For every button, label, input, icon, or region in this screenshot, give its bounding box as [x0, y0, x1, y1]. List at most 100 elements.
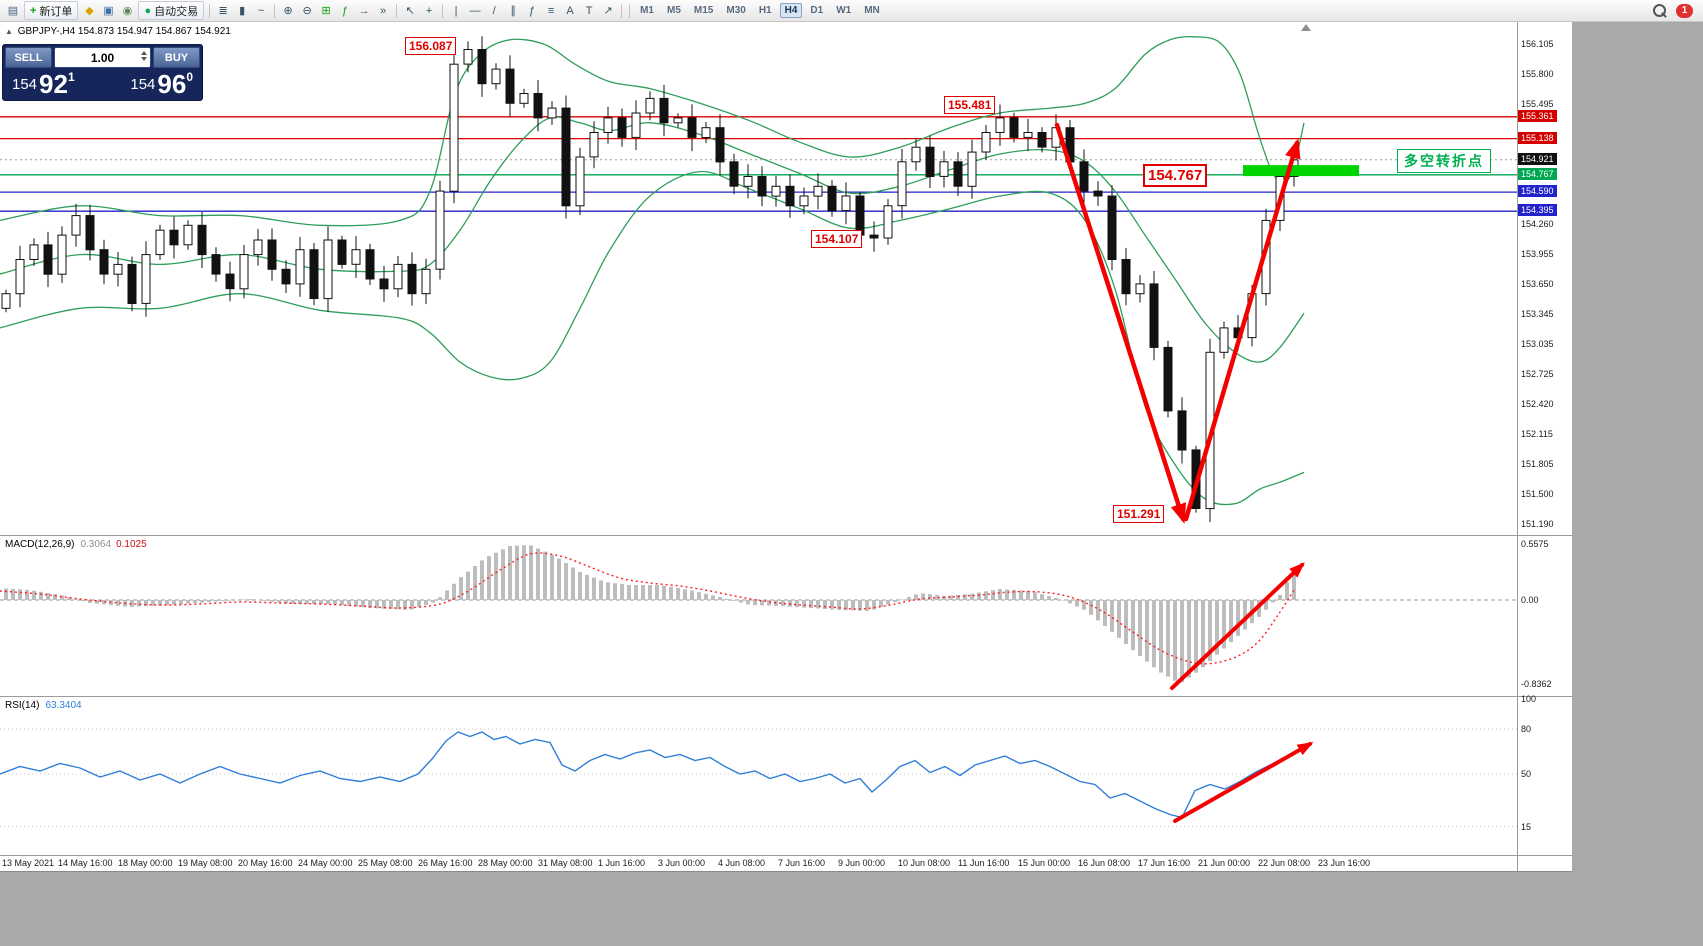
price-scale-tick: 153.955 [1521, 249, 1554, 259]
price-label-annotation[interactable]: 154.767 [1143, 164, 1208, 187]
timeframe-w1[interactable]: W1 [836, 5, 852, 16]
text-icon[interactable]: A [566, 4, 574, 17]
bollinger-middle [0, 116, 1305, 363]
price-label-annotation[interactable]: 151.291 [1113, 505, 1165, 523]
crosshair-icon[interactable]: + [425, 4, 433, 17]
time-axis-label: 14 May 16:00 [58, 858, 113, 868]
rsi-scale-tick: 100 [1521, 694, 1537, 704]
arrows-icon[interactable]: ↗ [603, 5, 613, 17]
pane-splitter[interactable] [0, 535, 1572, 536]
timeframe-m1[interactable]: M1 [640, 5, 654, 16]
cursor-icon[interactable]: ↖ [405, 5, 415, 17]
chart-shift-icon[interactable]: » [380, 4, 387, 17]
ask-price: 154 96 0 [130, 69, 193, 99]
top-toolbar: ▤ + 新订单 ◆ ▣ ◉ ● 自动交易 ≣ ▮ ~ ⊕ ⊖ ⊞ ƒ → » ↖ + | — / ∥ ƒ ≡ A T ↗ M1 M5 M15… [0, 0, 1703, 22]
timeframe-m30[interactable]: M30 [726, 5, 746, 16]
price-scale-tick: 151.805 [1521, 459, 1554, 469]
zoom-in-icon[interactable]: ⊕ [283, 5, 293, 17]
timeframe-m15[interactable]: M15 [693, 5, 714, 16]
new-order-button-icon: + [30, 4, 37, 17]
chart-shift-marker-icon [1301, 24, 1311, 31]
time-axis-line [0, 855, 1572, 856]
chart-symbol-period: GBPJPY-,H4 [17, 26, 76, 37]
label-icon[interactable]: T [585, 4, 593, 17]
volume-input[interactable]: 1.00 [54, 47, 151, 68]
chart-bottom-edge [0, 871, 1572, 872]
annotation-note[interactable]: 多空转折点 [1397, 149, 1491, 173]
macd-trend-arrow[interactable] [1170, 562, 1305, 690]
time-axis-label: 7 Jun 16:00 [778, 858, 826, 868]
time-axis-label: 15 Jun 00:00 [1018, 858, 1071, 868]
price-scale-tick: 154.395 [1518, 204, 1557, 216]
macd-signal-line [0, 552, 1295, 665]
line-chart-icon[interactable]: ~ [257, 4, 265, 17]
macd-pane[interactable] [0, 536, 1517, 697]
rsi-scale-tick: 15 [1521, 822, 1532, 832]
time-axis-label: 25 May 08:00 [358, 858, 413, 868]
timeframe-m5[interactable]: M5 [667, 5, 681, 16]
rsi-trend-arrow[interactable] [1173, 742, 1314, 823]
time-axis-label: 1 Jun 16:00 [598, 858, 646, 868]
timeframe-d1[interactable]: D1 [810, 5, 824, 16]
timeframe-h1[interactable]: H1 [758, 5, 772, 16]
horizontal-line-icon[interactable]: — [469, 4, 481, 17]
price-label-annotation[interactable]: 155.481 [944, 96, 996, 114]
time-axis-label: 20 May 16:00 [238, 858, 293, 868]
time-axis-label: 24 May 00:00 [298, 858, 353, 868]
notification-badge[interactable]: 1 [1676, 3, 1693, 18]
trend-arrow-up[interactable] [1183, 138, 1301, 522]
candlestick-chart-icon[interactable]: ▮ [239, 5, 246, 17]
macd-scale-tick: 0.00 [1521, 595, 1539, 605]
trendline-icon[interactable]: / [492, 4, 496, 17]
bollinger-upper [0, 35, 1305, 227]
sell-button[interactable]: SELL [5, 47, 52, 68]
buy-button[interactable]: BUY [153, 47, 200, 68]
toolbar-right-group: 1 [1653, 3, 1699, 18]
support-highlight-bar[interactable] [1243, 165, 1359, 177]
timeframe-mn[interactable]: MN [864, 5, 880, 16]
metaquotes-icon[interactable]: ◆ [85, 5, 94, 17]
history-icon[interactable]: ◉ [122, 5, 133, 17]
volume-spinner[interactable] [141, 51, 147, 61]
rsi-pane[interactable] [0, 697, 1517, 855]
geometry-icon[interactable]: ≡ [547, 4, 555, 17]
market-watch-icon[interactable]: ▣ [103, 5, 114, 17]
charts-icon[interactable]: ▤ [7, 5, 19, 17]
time-axis-label: 16 Jun 08:00 [1078, 858, 1131, 868]
price-label-annotation[interactable]: 156.087 [405, 37, 457, 55]
time-axis-label: 28 May 00:00 [478, 858, 533, 868]
zoom-out-icon[interactable]: ⊖ [302, 5, 312, 17]
price-scale-tick: 155.361 [1518, 110, 1557, 122]
autotrading-button[interactable]: ● 自动交易 [138, 1, 205, 20]
timeframe-h4[interactable]: H4 [779, 3, 803, 18]
rsi-scale-tick: 80 [1521, 724, 1532, 734]
chart-window [0, 22, 1572, 871]
search-icon[interactable] [1653, 4, 1666, 17]
price-scale-tick: 155.138 [1518, 132, 1557, 144]
macd-scale-tick: 0.5575 [1521, 539, 1549, 549]
tile-windows-icon[interactable]: ⊞ [321, 5, 331, 17]
trend-arrow-down[interactable] [1054, 122, 1187, 524]
bar-chart-icon[interactable]: ≣ [218, 5, 228, 17]
price-label-annotation[interactable]: 154.107 [811, 230, 863, 248]
pane-splitter[interactable] [0, 696, 1572, 697]
toolbar-separator [396, 3, 398, 18]
price-scale-tick: 156.105 [1521, 39, 1554, 49]
price-scale-tick: 151.500 [1521, 489, 1554, 499]
main-chart[interactable] [0, 22, 1517, 535]
time-axis-label: 17 Jun 16:00 [1138, 858, 1191, 868]
indicators-icon[interactable]: ƒ [342, 4, 349, 17]
price-scale-tick: 152.725 [1521, 369, 1554, 379]
macd-scale-tick: -0.8362 [1521, 679, 1552, 689]
auto-scroll-icon[interactable]: → [358, 4, 370, 17]
vertical-line-icon[interactable]: | [454, 4, 458, 17]
channel-icon[interactable]: ∥ [510, 5, 516, 17]
new-order-button[interactable]: + 新订单 [24, 1, 79, 20]
time-axis-label: 3 Jun 00:00 [658, 858, 706, 868]
price-scale-tick: 153.345 [1521, 309, 1554, 319]
toolbar-separator [621, 3, 623, 18]
macd-label: MACD(12,26,9) 0.3064 0.1025 [5, 539, 147, 550]
fibonacci-icon[interactable]: ƒ [529, 4, 536, 17]
rsi-line [0, 731, 1295, 819]
